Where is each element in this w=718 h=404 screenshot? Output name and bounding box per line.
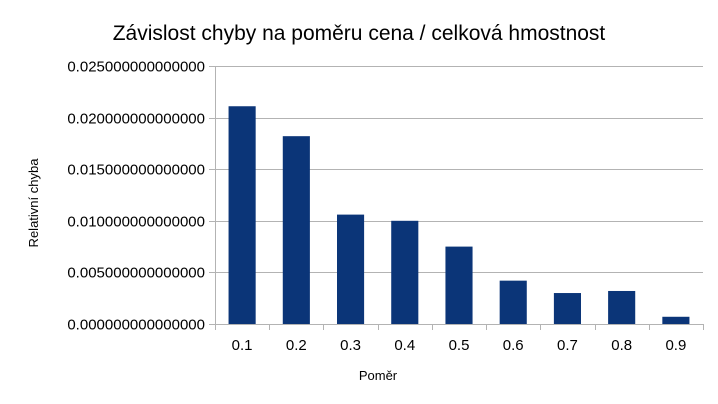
y-tick-label: 0.025000000000000	[67, 59, 205, 76]
bars	[228, 106, 690, 324]
x-tick-label: 0.9	[665, 337, 686, 354]
x-tick-label: 0.4	[394, 337, 415, 354]
axes	[209, 66, 704, 330]
bar	[499, 280, 527, 324]
x-tick-label: 0.1	[232, 337, 253, 354]
y-tick-labels: 0.000000000000000 0.005000000000000 0.0100…	[67, 59, 205, 334]
x-tick-label: 0.7	[557, 337, 578, 354]
y-tick-label: 0.005000000000000	[67, 265, 205, 282]
y-axis-title: Relativní chyba	[26, 158, 41, 248]
bar	[282, 136, 310, 324]
x-tick-label: 0.5	[449, 337, 470, 354]
y-tick-label: 0.020000000000000	[67, 111, 205, 128]
chart-title: Závislost chyby na poměru cena / celková…	[113, 22, 606, 45]
x-tick-label: 0.2	[286, 337, 307, 354]
y-tick-label: 0.010000000000000	[67, 214, 205, 231]
bar	[608, 290, 636, 324]
bar	[445, 246, 473, 324]
bar	[228, 106, 256, 324]
x-tick-labels: 0.1 0.2 0.3 0.4 0.5 0.6 0.7 0.8 0.9	[232, 337, 687, 354]
bar	[337, 214, 365, 324]
bar	[391, 220, 419, 324]
x-tick-label: 0.3	[340, 337, 361, 354]
bar	[662, 316, 690, 324]
x-tick-label: 0.6	[503, 337, 524, 354]
y-tick-label: 0.015000000000000	[67, 162, 205, 179]
y-tick-label: 0.000000000000000	[67, 317, 205, 334]
x-tick-label: 0.8	[611, 337, 632, 354]
x-axis-title: Poměr	[359, 368, 398, 383]
bar	[553, 293, 581, 324]
